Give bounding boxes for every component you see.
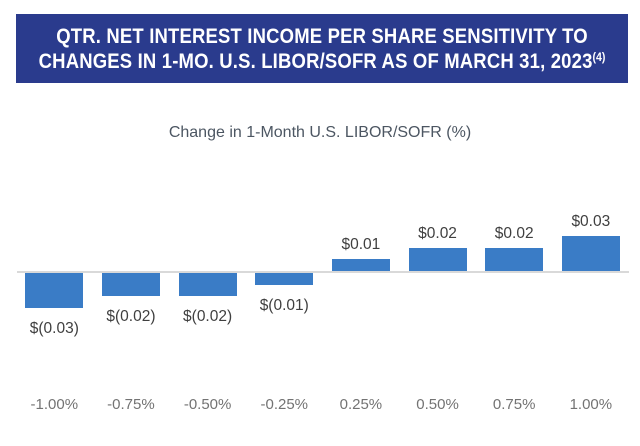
chart-title-banner: QTR. NET INTEREST INCOME PER SHARE SENSI… [16, 14, 628, 83]
chart-title-text-2: CHANGES IN 1-MO. U.S. LIBOR/SOFR AS OF M… [38, 49, 593, 73]
bar-value-label: $0.01 [341, 236, 381, 253]
x-axis-tick-label: 0.25% [339, 396, 383, 413]
bar-value-label: $(0.01) [259, 297, 309, 314]
bar-value-label: $0.02 [494, 225, 534, 242]
bar--1.00% [25, 273, 84, 308]
x-axis-tick-label: -1.00% [30, 396, 79, 413]
bar-value-label: $(0.02) [183, 308, 233, 325]
chart-title-line-1: QTR. NET INTEREST INCOME PER SHARE SENSI… [56, 24, 588, 49]
x-axis-tick-label: 0.75% [492, 396, 536, 413]
footnote-marker: (4) [592, 49, 606, 64]
x-axis-tick-label: -0.25% [260, 396, 309, 413]
x-axis-tick-label: 1.00% [569, 396, 613, 413]
x-axis-tick-label: -0.50% [183, 396, 232, 413]
bar-1.00% [561, 236, 620, 271]
bar-0.75% [485, 248, 544, 271]
bar-0.50% [408, 248, 467, 271]
x-axis-tick-label: 0.50% [416, 396, 459, 413]
bar--0.25% [255, 273, 314, 285]
x-axis-title: Change in 1-Month U.S. LIBOR/SOFR (%) [168, 124, 472, 141]
x-axis-tick-label: -0.75% [107, 396, 155, 413]
bar-value-label: $(0.03) [29, 320, 79, 337]
bar--0.50% [178, 273, 237, 296]
chart-title-line-2: CHANGES IN 1-MO. U.S. LIBOR/SOFR AS OF M… [39, 49, 606, 74]
bar-value-label: $(0.02) [106, 308, 156, 325]
x-axis-line [17, 271, 629, 273]
bar-value-label: $0.03 [571, 213, 611, 230]
bar-value-label: $0.02 [418, 225, 457, 242]
bar--0.75% [101, 273, 160, 296]
chart-title-text-1: QTR. NET INTEREST INCOME PER SHARE SENSI… [56, 24, 588, 48]
bar-0.25% [331, 259, 390, 271]
